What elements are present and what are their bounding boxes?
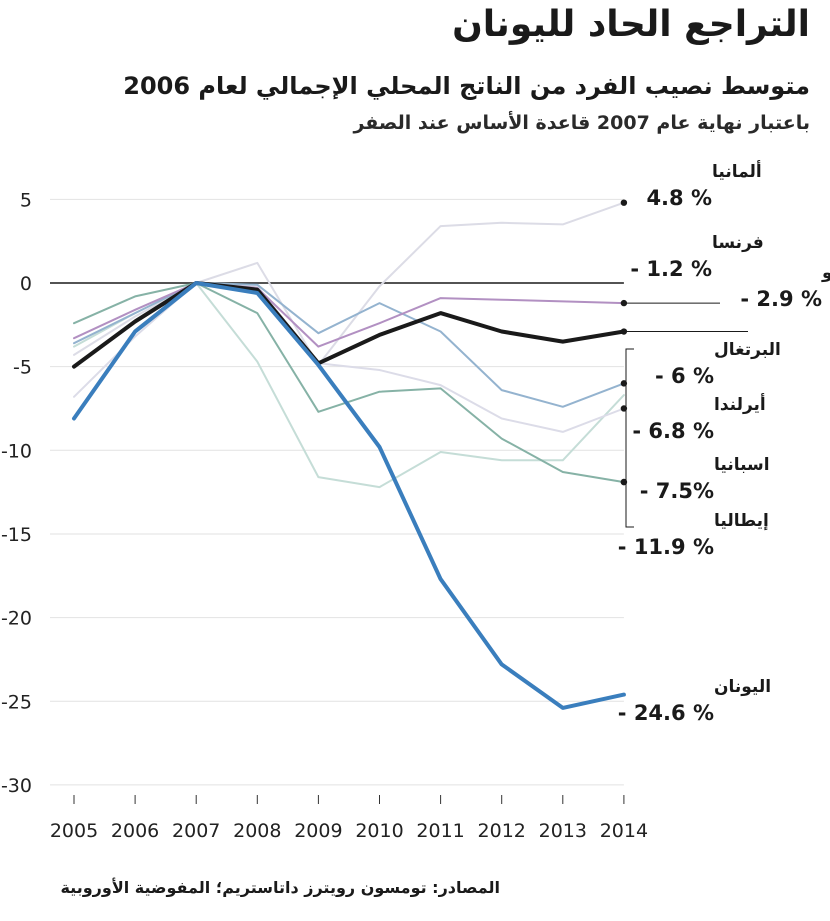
series-line	[73, 282, 625, 484]
series-end-dot	[620, 405, 628, 412]
series-end-dot	[620, 478, 628, 486]
series-name-label: فرنسا	[712, 233, 764, 253]
y-tick-label: -10	[1, 440, 32, 462]
series-name-label: البرتغال	[714, 340, 781, 360]
x-tick-label: 2010	[355, 820, 403, 842]
series-end-dot	[620, 380, 628, 387]
series-value-label: - 11.9 %	[618, 535, 714, 559]
y-tick-label: -20	[1, 608, 32, 630]
y-tick-label: -25	[1, 691, 32, 713]
y-tick-label: 0	[20, 273, 32, 295]
x-tick-label: 2014	[600, 820, 648, 842]
series-value-label: - 7.5%	[640, 479, 714, 503]
chart-note: باعتبار نهاية عام 2007 قاعدة الأساس عند …	[353, 112, 810, 134]
x-tick-label: 2008	[233, 820, 281, 842]
source-note: المصادر: تومسون رويترز داتاستريم؛ المفوض…	[60, 878, 500, 897]
y-tick-label: -30	[1, 775, 32, 797]
chart-subtitle: متوسط نصيب الفرد من الناتج المحلي الإجما…	[123, 72, 810, 100]
series-name-label: ألمانيا	[712, 160, 762, 182]
bracket	[625, 348, 634, 528]
y-tick-label: -5	[13, 357, 32, 379]
x-tick-label: 2007	[172, 820, 220, 842]
series-end-dot	[620, 328, 628, 335]
x-tick-label: 2006	[111, 820, 159, 842]
x-tick-label: 2005	[50, 820, 98, 842]
series-line	[73, 282, 625, 408]
series-value-label: 4.8 %	[646, 186, 712, 210]
series-value-label: - 6.8 %	[632, 419, 714, 443]
series-value-label: - 24.6 %	[618, 701, 714, 725]
series-line	[72, 281, 626, 369]
series-end-dot	[620, 199, 628, 206]
x-tick-label: 2013	[539, 820, 587, 842]
x-tick-label: 2011	[416, 820, 464, 842]
chart-title: التراجع الحاد لليونان	[452, 4, 810, 45]
series-value-label: - 1.2 %	[630, 257, 712, 281]
series-line	[73, 201, 625, 366]
series-name-label: أيرلندا	[714, 393, 766, 415]
series-value-label: - 6 %	[655, 364, 714, 388]
series-name-label: إيطاليا	[714, 511, 769, 531]
series-end-dot	[620, 299, 628, 307]
series-line	[73, 282, 625, 348]
series-line	[72, 281, 626, 710]
y-tick-label: -15	[1, 524, 32, 546]
series-name-label: منطقة اليورو	[821, 263, 830, 283]
series-name-label: اليونان	[714, 677, 771, 697]
y-tick-label: 5	[20, 189, 32, 211]
x-tick-label: 2009	[294, 820, 342, 842]
series-name-label: اسبانيا	[714, 455, 770, 475]
x-tick-label: 2012	[478, 820, 526, 842]
series-value-label: - 2.9 %	[740, 287, 822, 311]
